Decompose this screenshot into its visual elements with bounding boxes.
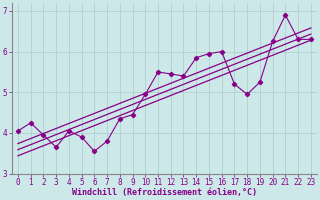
X-axis label: Windchill (Refroidissement éolien,°C): Windchill (Refroidissement éolien,°C)	[72, 188, 257, 197]
